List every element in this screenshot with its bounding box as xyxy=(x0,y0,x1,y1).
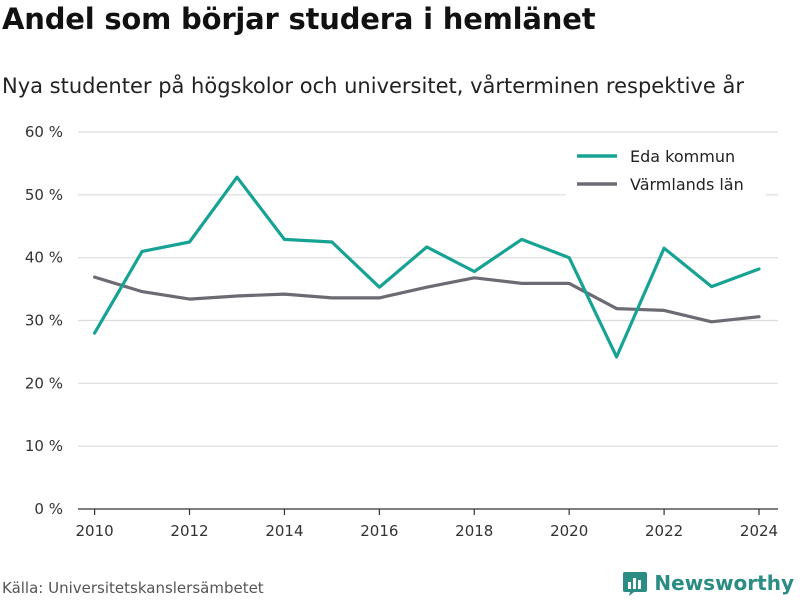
x-tick-label: 2024 xyxy=(740,522,778,540)
brand-logo: Newsworthy xyxy=(622,570,794,596)
x-tick-label: 2012 xyxy=(170,522,208,540)
legend-label: Eda kommun xyxy=(630,147,735,166)
eda-kommun-line xyxy=(92,175,761,359)
series-lines xyxy=(92,175,761,359)
y-tick-label: 10 % xyxy=(25,437,63,455)
y-tick-label: 40 % xyxy=(25,249,63,267)
chart-title: Andel som börjar studera i hemlänet xyxy=(2,2,596,36)
x-tick-label: 2018 xyxy=(455,522,493,540)
legend-label: Värmlands län xyxy=(630,175,744,194)
y-axis-ticks: 0 % 10 % 20 % 30 % 40 % 50 % 60 % xyxy=(25,123,63,518)
source-note: Källa: Universitetskanslersämbetet xyxy=(2,579,264,597)
legend-box xyxy=(566,142,766,200)
x-axis: 2010 2012 2014 2016 2018 2020 2022 2024 xyxy=(76,508,778,540)
y-tick-label: 30 % xyxy=(25,312,63,330)
chart-subtitle: Nya studenter på högskolor och universit… xyxy=(2,74,744,98)
x-tick-label: 2022 xyxy=(645,522,683,540)
x-tick-label: 2014 xyxy=(265,522,303,540)
värmlands-län-line xyxy=(92,275,761,324)
x-tick-label: 2016 xyxy=(360,522,398,540)
y-tick-label: 60 % xyxy=(25,123,63,141)
y-tick-label: 50 % xyxy=(25,186,63,204)
x-tick-label: 2020 xyxy=(550,522,588,540)
legend: Eda kommun Värmlands län xyxy=(566,142,766,200)
newsworthy-logo-icon xyxy=(623,572,648,596)
y-tick-label: 20 % xyxy=(25,374,63,392)
y-tick-label: 0 % xyxy=(34,500,63,518)
brand-name: Newsworthy xyxy=(654,571,794,595)
x-tick-label: 2010 xyxy=(76,522,114,540)
